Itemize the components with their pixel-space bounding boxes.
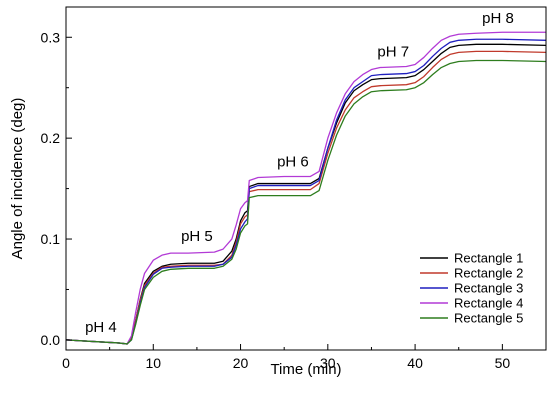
ticks-layer: 0 10 20 30 40 50 0.0 0.1 0.2 0.3 <box>41 29 511 371</box>
x-axis-title: Time (min) <box>270 361 341 378</box>
series-layer <box>65 31 547 345</box>
legend-label: Rectangle 5 <box>454 311 523 326</box>
x-tick-label: 40 <box>407 355 423 371</box>
y-tick-label: 0.1 <box>41 231 61 247</box>
x-tick-label: 50 <box>495 355 511 371</box>
x-tick-label: 30 <box>320 355 336 371</box>
x-tick-label: 0 <box>62 355 70 371</box>
legend-label: Rectangle 1 <box>454 251 523 266</box>
annotation-label: pH 6 <box>277 153 309 170</box>
annotation-label: pH 8 <box>482 10 514 27</box>
series-line-4 <box>65 31 546 345</box>
y-axis-title: Angle of incidence (deg) <box>9 98 26 260</box>
annotation-label: pH 5 <box>181 228 213 245</box>
legend-label: Rectangle 3 <box>454 281 523 296</box>
legend-label: Rectangle 4 <box>454 296 523 311</box>
legend-label: Rectangle 2 <box>454 266 523 281</box>
y-tick-label: 0.2 <box>41 130 61 146</box>
x-tick-label: 20 <box>233 355 249 371</box>
annotation-label: pH 4 <box>85 319 117 336</box>
y-tick-label: 0.0 <box>41 332 61 348</box>
plot-frame <box>65 6 547 351</box>
x-tick-label: 10 <box>145 355 161 371</box>
annotations: pH 4 pH 5 pH 6 pH 7 pH 8 <box>85 10 514 336</box>
series-line-2 <box>65 50 547 345</box>
y-tick-label: 0.3 <box>41 29 61 45</box>
series-line-5 <box>65 59 547 345</box>
annotation-label: pH 7 <box>377 43 409 60</box>
